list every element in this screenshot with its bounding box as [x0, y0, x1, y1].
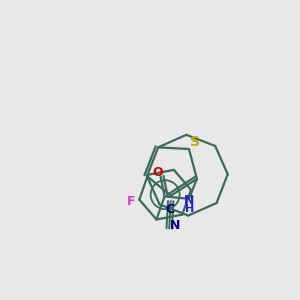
- Text: H: H: [185, 204, 194, 214]
- Text: O: O: [152, 166, 163, 178]
- Text: S: S: [190, 135, 200, 148]
- Text: N: N: [184, 194, 194, 207]
- Text: N: N: [169, 219, 180, 232]
- Text: F: F: [127, 195, 135, 208]
- Text: C: C: [166, 202, 175, 216]
